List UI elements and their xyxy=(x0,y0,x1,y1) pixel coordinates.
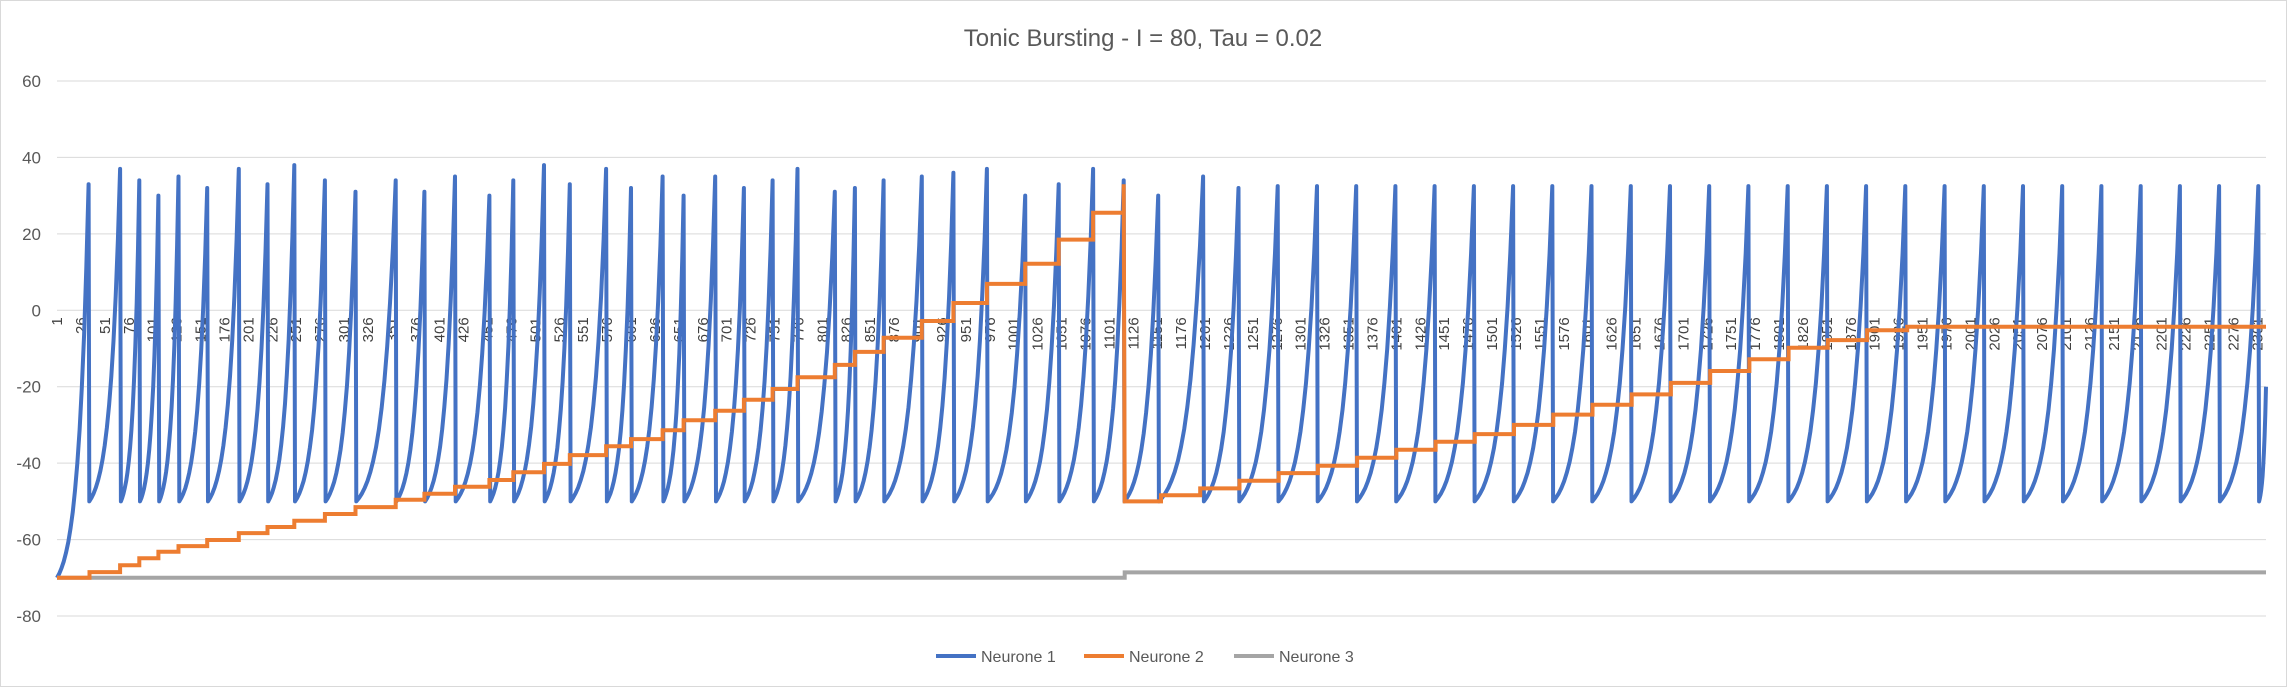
x-tick-label: 1626 xyxy=(1604,317,1621,350)
x-tick-label: 726 xyxy=(743,317,760,342)
x-tick-label: 76 xyxy=(121,317,138,334)
x-tick-label: 326 xyxy=(360,317,377,342)
x-tick-label: 1051 xyxy=(1054,317,1071,350)
x-tick-label: 1251 xyxy=(1245,317,1262,350)
y-tick-label: -20 xyxy=(16,378,41,397)
x-tick-label: 951 xyxy=(958,317,975,342)
x-tick-label: 701 xyxy=(719,317,736,342)
x-tick-label: 1526 xyxy=(1508,317,1525,350)
x-tick-label: 1176 xyxy=(1173,317,1190,349)
series-neurone-3-line xyxy=(57,570,2266,580)
x-tick-label: 551 xyxy=(575,317,592,342)
x-tick-label: 1876 xyxy=(1843,317,1860,350)
y-tick-label: 20 xyxy=(22,225,41,244)
x-tick-label: 376 xyxy=(408,317,425,342)
x-tick-label: 2201 xyxy=(2154,317,2171,350)
x-tick-label: 1451 xyxy=(1436,317,1453,350)
chart-title: Tonic Bursting - I = 80, Tau = 0.02 xyxy=(964,25,1322,52)
legend: Neurone 1 Neurone 2 Neurone 3 xyxy=(936,649,1354,666)
y-tick-label: -80 xyxy=(16,607,41,626)
x-tick-label: 1751 xyxy=(1723,317,1740,350)
x-tick-label: 1826 xyxy=(1795,317,1812,350)
x-tick-label: 1201 xyxy=(1197,317,1214,350)
series-neurone-2-line xyxy=(57,184,2266,580)
y-tick-label: -40 xyxy=(16,454,41,473)
legend-label-neurone-2: Neurone 2 xyxy=(1129,649,1204,666)
series-neurone-1-line xyxy=(55,163,2268,579)
x-tick-label: 1576 xyxy=(1556,317,1573,350)
y-tick-label: 60 xyxy=(22,72,41,91)
x-tick-label: 1301 xyxy=(1293,317,1310,350)
x-tick-label: 976 xyxy=(982,317,999,342)
legend-item-neurone-3[interactable]: Neurone 3 xyxy=(1234,649,1354,666)
x-tick-label: 2026 xyxy=(1986,317,2003,350)
y-axis-ticks: 60 40 20 0 -20 -40 -60 -80 xyxy=(16,72,41,626)
x-tick-label: 2151 xyxy=(2106,317,2123,350)
x-tick-label: 1701 xyxy=(1675,317,1692,350)
legend-item-neurone-2[interactable]: Neurone 2 xyxy=(1084,649,1204,666)
x-tick-label: 1501 xyxy=(1484,317,1501,350)
y-tick-label: -60 xyxy=(16,531,41,550)
x-tick-label: 251 xyxy=(288,317,305,342)
y-tick-label: 0 xyxy=(32,301,41,320)
x-tick-label: 751 xyxy=(767,317,784,342)
x-tick-label: 1101 xyxy=(1101,317,1118,349)
x-tick-label: 2276 xyxy=(2225,317,2242,350)
x-tick-label: 1951 xyxy=(1915,317,1932,350)
x-tick-label: 1901 xyxy=(1867,317,1884,350)
legend-item-neurone-1[interactable]: Neurone 1 xyxy=(936,649,1056,666)
x-tick-label: 201 xyxy=(240,317,257,342)
x-tick-label: 1126 xyxy=(1125,317,1142,349)
x-tick-label: 401 xyxy=(432,317,449,342)
x-tick-label: 1776 xyxy=(1747,317,1764,350)
y-tick-label: 40 xyxy=(22,148,41,167)
legend-label-neurone-1: Neurone 1 xyxy=(981,649,1056,666)
x-tick-label: 1026 xyxy=(1030,317,1047,350)
x-tick-label: 51 xyxy=(97,317,114,334)
x-tick-label: 1976 xyxy=(1938,317,1955,350)
legend-label-neurone-3: Neurone 3 xyxy=(1279,649,1354,666)
x-tick-label: 851 xyxy=(862,317,879,342)
x-tick-label: 1376 xyxy=(1364,317,1381,350)
series-layer xyxy=(55,163,2268,580)
x-tick-label: 176 xyxy=(216,317,233,342)
x-tick-label: 1326 xyxy=(1317,317,1334,350)
x-tick-label: 2076 xyxy=(2034,317,2051,350)
x-tick-label: 1 xyxy=(49,317,66,325)
x-tick-label: 426 xyxy=(456,317,473,342)
